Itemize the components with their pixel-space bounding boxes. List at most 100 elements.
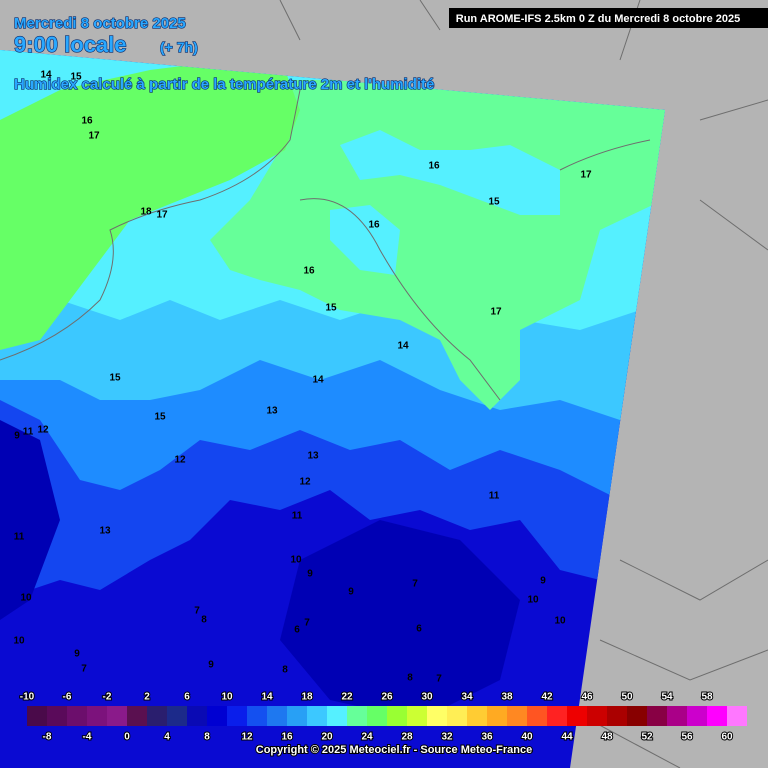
scale-label: 28 bbox=[401, 732, 413, 743]
scale-swatch bbox=[687, 706, 707, 726]
field-layer bbox=[210, 80, 665, 410]
country-borders bbox=[279, 0, 768, 768]
contour-label: 15 bbox=[109, 373, 121, 384]
scale-label: -10 bbox=[20, 692, 35, 703]
scale-label: -2 bbox=[103, 692, 112, 703]
contour-label: 15 bbox=[325, 303, 337, 314]
scale-swatch bbox=[407, 706, 427, 726]
scale-swatch bbox=[447, 706, 467, 726]
contour-label: 15 bbox=[154, 412, 166, 423]
scale-swatch bbox=[627, 706, 647, 726]
contour-label: 9 bbox=[540, 576, 546, 587]
contour-label: 17 bbox=[156, 210, 168, 221]
scale-swatch bbox=[707, 706, 727, 726]
contour-label: 8 bbox=[201, 615, 207, 626]
contour-label: 15 bbox=[488, 197, 500, 208]
scale-label: 46 bbox=[581, 692, 593, 703]
contour-label: 11 bbox=[23, 427, 34, 438]
scale-label: 22 bbox=[341, 692, 353, 703]
run-info: Run AROME-IFS 2.5km 0 Z du Mercredi 8 oc… bbox=[456, 13, 740, 25]
scale-swatch bbox=[467, 706, 487, 726]
contour-label: 16 bbox=[303, 266, 315, 277]
scale-swatch bbox=[507, 706, 527, 726]
contour-label: 9 bbox=[348, 587, 354, 598]
field-layer bbox=[330, 130, 560, 275]
scale-label: 40 bbox=[521, 732, 533, 743]
subtitle: Humidex calculé à partir de la températu… bbox=[14, 76, 434, 93]
scale-label: 20 bbox=[321, 732, 333, 743]
scale-swatch bbox=[667, 706, 687, 726]
scale-label: 30 bbox=[421, 692, 433, 703]
scale-label: 24 bbox=[361, 732, 373, 743]
scale-label: 38 bbox=[501, 692, 513, 703]
scale-swatch bbox=[267, 706, 287, 726]
contour-label: 11 bbox=[489, 491, 500, 502]
contour-label: 17 bbox=[580, 170, 592, 181]
scale-label: 52 bbox=[641, 732, 653, 743]
scale-label: 42 bbox=[541, 692, 553, 703]
contour-label: 15 bbox=[70, 72, 82, 83]
scale-label: 0 bbox=[124, 732, 130, 743]
contour-label: 16 bbox=[81, 116, 93, 127]
contour-label: 7 bbox=[194, 606, 200, 617]
scale-label: 18 bbox=[301, 692, 313, 703]
scale-swatch bbox=[227, 706, 247, 726]
scale-swatch bbox=[47, 706, 67, 726]
scale-swatch bbox=[67, 706, 87, 726]
scale-swatch bbox=[427, 706, 447, 726]
scale-swatch bbox=[147, 706, 167, 726]
run-box bbox=[449, 8, 768, 28]
scale-label: 34 bbox=[461, 692, 473, 703]
contour-label: 13 bbox=[266, 406, 278, 417]
scale-swatch bbox=[487, 706, 507, 726]
scale-swatch bbox=[207, 706, 227, 726]
scale-label: -8 bbox=[43, 732, 52, 743]
contour-label: 14 bbox=[40, 70, 52, 81]
scale-label: 16 bbox=[281, 732, 293, 743]
scale-swatch bbox=[307, 706, 327, 726]
scale-label: 44 bbox=[561, 732, 573, 743]
scale-label: 58 bbox=[701, 692, 713, 703]
scale-swatch bbox=[187, 706, 207, 726]
contour-label: 11 bbox=[14, 532, 25, 543]
contour-label: 10 bbox=[20, 593, 32, 604]
field-layer bbox=[0, 420, 520, 720]
scale-swatch bbox=[527, 706, 547, 726]
scale-label: 10 bbox=[221, 692, 233, 703]
scale-label: 26 bbox=[381, 692, 393, 703]
contour-label: 7 bbox=[304, 618, 310, 629]
copyright: Copyright © 2025 Meteociel.fr - Source M… bbox=[256, 744, 532, 756]
contour-label: 17 bbox=[88, 131, 100, 142]
scale-label: 12 bbox=[241, 732, 253, 743]
coastlines bbox=[0, 89, 651, 401]
contour-label: 6 bbox=[416, 624, 422, 635]
scale-label: -4 bbox=[83, 732, 92, 743]
scale-swatch bbox=[287, 706, 307, 726]
contour-label: 7 bbox=[412, 579, 418, 590]
scale-swatch bbox=[587, 706, 607, 726]
scale-label: 6 bbox=[184, 692, 190, 703]
scale-label: 60 bbox=[721, 732, 733, 743]
scale-label: 54 bbox=[661, 692, 673, 703]
contour-label: 14 bbox=[312, 375, 324, 386]
contour-label: 12 bbox=[299, 477, 311, 488]
contour-label: 11 bbox=[292, 511, 303, 522]
contour-label: 12 bbox=[37, 425, 49, 436]
contour-label: 18 bbox=[140, 207, 152, 218]
scale-swatch bbox=[727, 706, 747, 726]
contour-label: 13 bbox=[99, 526, 111, 537]
date-title: Mercredi 8 octobre 2025 bbox=[14, 15, 186, 32]
scale-swatch bbox=[247, 706, 267, 726]
contour-label: 10 bbox=[290, 555, 302, 566]
contour-label: 9 bbox=[307, 569, 313, 580]
scale-label: 2 bbox=[144, 692, 150, 703]
time-title: 9:00 locale bbox=[14, 32, 127, 57]
contour-label: 16 bbox=[368, 220, 380, 231]
scale-swatch bbox=[87, 706, 107, 726]
scale-swatch bbox=[607, 706, 627, 726]
scale-swatch bbox=[387, 706, 407, 726]
contour-label: 10 bbox=[554, 616, 566, 627]
